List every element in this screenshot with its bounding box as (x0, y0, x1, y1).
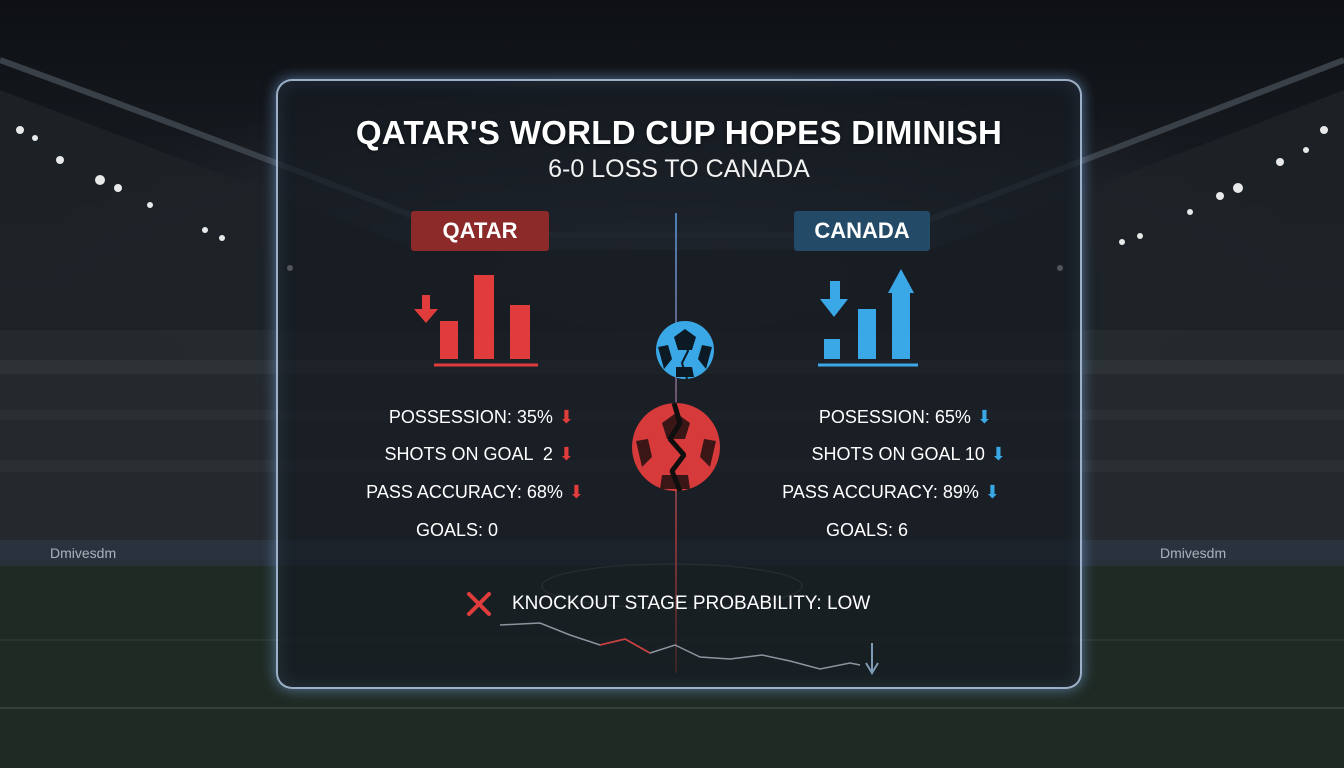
cracked-soccer-ball-icon (632, 402, 720, 492)
canada-stat-goals: GOALS: 6 (826, 520, 908, 541)
stadium-lights-right (1057, 126, 1328, 271)
declining-line-icon (500, 622, 879, 675)
qatar-shots-label: SHOTS ON GOAL 2 (384, 444, 553, 464)
bar-chart-down-icon (414, 275, 538, 367)
qatar-possession-label: POSSESSION: 35% (388, 407, 553, 427)
canada-stat-pass-accuracy: PASS ACCURACY: 89% ⬇ (754, 482, 1000, 503)
qatar-stat-pass-accuracy: PASS ACCURACY: 68% ⬇ (348, 482, 584, 503)
arrow-down-icon: ⬇ (558, 444, 574, 464)
x-mark-icon (467, 592, 491, 616)
page-subtitle: 6-0 LOSS TO CANADA (548, 155, 810, 183)
arrow-down-icon: ⬇ (990, 444, 1006, 464)
ad-board-text-left: Dmivesdm (50, 545, 116, 561)
canada-possession-label: POSESSION: 65% (818, 407, 971, 427)
qatar-goals-label: GOALS: 0 (416, 520, 499, 540)
canada-goals-label: GOALS: 6 (826, 520, 909, 540)
canada-stat-shots: SHOTS ON GOAL 10 ⬇ (754, 444, 1006, 465)
arrow-down-icon: ⬇ (558, 407, 574, 427)
knockout-probability-text: KNOCKOUT STAGE PROBABILITY: LOW (512, 593, 871, 614)
qatar-stat-possession: POSSESSION: 35% ⬇ (348, 407, 574, 428)
arrow-down-icon: ⬇ (568, 482, 584, 502)
canada-pass-label: PASS ACCURACY: 89% (782, 482, 979, 502)
arrow-down-icon: ⬇ (984, 482, 1000, 502)
qatar-stat-shots: SHOTS ON GOAL 2 ⬇ (348, 444, 574, 465)
stats-panel: QATAR'S WORLD CUP HOPES DIMINISH 6-0 LOS… (276, 79, 1082, 689)
arrow-down-icon: ⬇ (976, 407, 992, 427)
page-title: QATAR'S WORLD CUP HOPES DIMINISH (355, 114, 1003, 151)
team-badge-canada: CANADA (794, 211, 930, 251)
ad-board-text-right: Dmivesdm (1160, 545, 1226, 561)
qatar-pass-label: PASS ACCURACY: 68% (366, 482, 563, 502)
canada-shots-label: SHOTS ON GOAL 10 (811, 444, 985, 464)
team-badge-qatar: QATAR (411, 211, 549, 251)
bar-chart-up-icon (818, 269, 918, 367)
soccer-ball-icon (656, 321, 714, 380)
qatar-stat-goals: GOALS: 0 (416, 520, 498, 541)
canada-stat-possession: POSESSION: 65% ⬇ (754, 407, 992, 428)
